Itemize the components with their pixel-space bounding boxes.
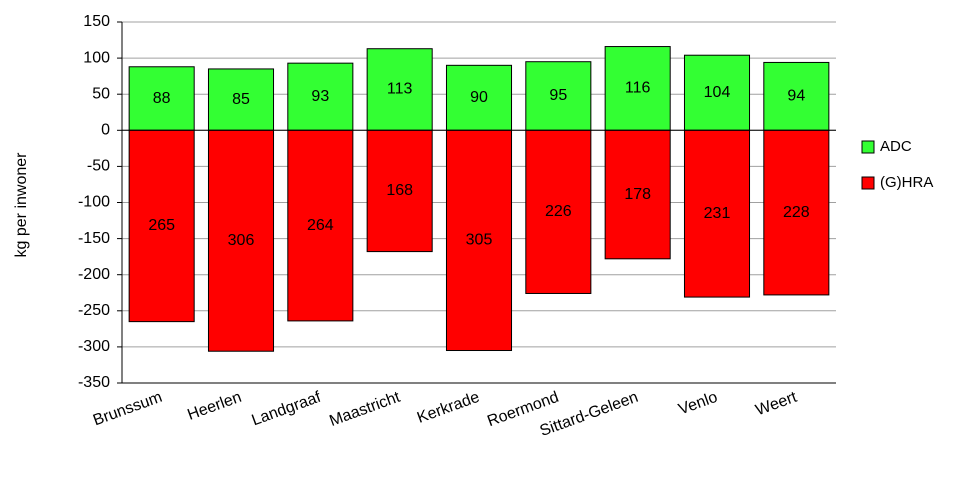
data-label: 265: [148, 217, 175, 234]
legend-swatch: [861, 176, 875, 190]
bar-segment: [366, 48, 433, 131]
legend-label: (G)HRA: [880, 174, 933, 191]
data-label: 228: [783, 204, 810, 221]
data-label: 168: [386, 182, 413, 199]
bar-segment: [128, 129, 195, 323]
bar-segment: [763, 61, 830, 131]
x-tick-label: Brunssum: [91, 389, 165, 430]
data-label: 264: [307, 217, 334, 234]
data-label: 95: [549, 87, 567, 104]
y-tick-label: 100: [83, 49, 110, 66]
y-tick-label: 50: [92, 85, 110, 102]
data-label: 305: [466, 232, 493, 249]
bar-segment: [683, 129, 751, 298]
x-tick-label: Kerkrade: [415, 389, 482, 427]
bar-segment: [287, 129, 354, 322]
bar-segment: [366, 129, 433, 253]
y-tick-label: 150: [83, 13, 110, 30]
x-tick-label: Landgraaf: [250, 389, 324, 430]
x-tick-label: Weert: [753, 389, 799, 420]
data-label: 85: [232, 91, 250, 108]
bar-segment: [287, 62, 354, 131]
y-tick-label: -250: [78, 302, 110, 319]
data-label: 88: [153, 90, 171, 107]
data-label: 113: [387, 81, 413, 98]
data-label: 306: [228, 232, 255, 249]
y-tick-label: 0: [101, 122, 110, 139]
bar-segment: [604, 46, 671, 131]
y-tick-label: -100: [78, 194, 110, 211]
bar-segment: [604, 129, 671, 260]
bar-segment: [525, 129, 592, 294]
legend-label: ADC: [880, 138, 912, 155]
y-tick-label: -200: [78, 266, 110, 283]
x-tick-label: Heerlen: [185, 389, 243, 424]
bar-segment: [207, 129, 275, 352]
bar-segment: [683, 54, 751, 131]
bar-segment: [763, 129, 830, 296]
y-tick-label: -300: [78, 338, 110, 355]
data-label: 226: [545, 203, 572, 220]
x-tick-label: Maastricht: [327, 389, 403, 430]
y-tick-label: -350: [78, 374, 110, 391]
x-tick-label: Venlo: [676, 389, 720, 419]
data-label: 116: [625, 80, 651, 97]
legend-swatch: [861, 140, 875, 154]
y-tick-label: -150: [78, 230, 110, 247]
data-label: 90: [470, 89, 488, 106]
data-label: 93: [311, 88, 329, 105]
data-label: 94: [787, 88, 805, 105]
bar-segment: [445, 129, 513, 352]
data-label: 231: [704, 205, 731, 222]
bar-segment: [525, 61, 592, 131]
data-label: 178: [624, 186, 651, 203]
y-tick-label: -50: [87, 158, 110, 175]
y-axis-title: kg per inwoner: [13, 152, 30, 258]
bar-segment: [445, 64, 513, 131]
data-label: 104: [704, 84, 731, 101]
